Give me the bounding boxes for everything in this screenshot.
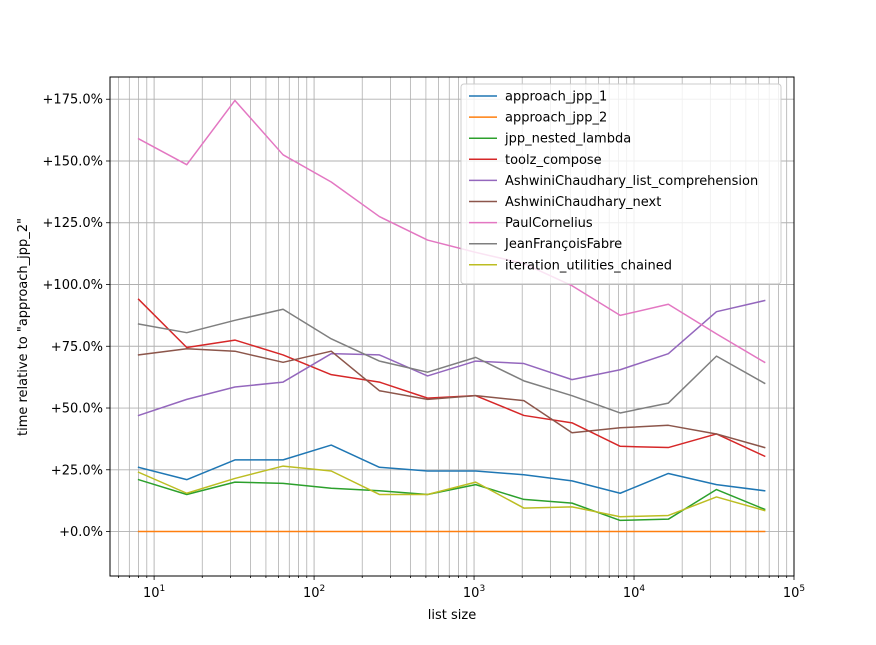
x-tick-label: 103 xyxy=(463,584,485,601)
legend-entry-label: approach_jpp_1 xyxy=(505,90,607,105)
y-tick-label: +100.0% xyxy=(43,278,103,293)
x-axis-label: list size xyxy=(428,608,476,623)
series-line-iteration-utilities-chained xyxy=(137,465,766,518)
x-tick-label-base: 10 xyxy=(143,586,160,601)
legend-entry-label: AshwiniChaudhary_next xyxy=(505,195,661,210)
y-tick-label: +150.0% xyxy=(43,154,103,169)
series-lines xyxy=(137,99,766,533)
x-tick-label-exponent: 2 xyxy=(319,584,325,594)
x-tick-label-exponent: 1 xyxy=(160,584,166,594)
x-tick-label-exponent: 5 xyxy=(799,584,805,594)
y-tick-label: +75.0% xyxy=(51,340,103,355)
x-tick-label-base: 10 xyxy=(623,586,640,601)
x-tick-label-base: 10 xyxy=(303,586,320,601)
y-axis-ticks: +0.0% +25.0% +50.0% +75.0% +100.0% +125.0% +15… xyxy=(43,93,110,540)
plot-frame xyxy=(109,76,795,577)
y-tick-label: +25.0% xyxy=(51,463,103,478)
x-tick-label-base: 10 xyxy=(463,586,480,601)
series-line-jpp-nested-lambda xyxy=(137,478,766,522)
x-tick-label: 101 xyxy=(143,584,165,601)
legend-entry-label: JeanFrançoisFabre xyxy=(504,237,622,252)
y-axis-label: time relative to "approach_jpp_2" xyxy=(16,218,31,436)
x-tick-label-base: 10 xyxy=(783,586,800,601)
series-line-ashwinichaudhary-next xyxy=(137,347,766,449)
series-line-ashwinichaudhary-list-comprehension xyxy=(137,299,766,417)
x-tick-label: 104 xyxy=(623,584,646,601)
legend-entry-label: AshwiniChaudhary_list_comprehension xyxy=(505,174,758,189)
y-tick-label: +0.0% xyxy=(59,525,103,540)
legend-entry-label: approach_jpp_2 xyxy=(505,111,607,126)
legend-entry-label: iteration_utilities_chained xyxy=(505,258,672,273)
x-tick-label-exponent: 4 xyxy=(639,584,645,594)
legend: approach_jpp_1 approach_jpp_2 jpp_nested_l… xyxy=(460,83,782,285)
series-line-approach-jpp-1 xyxy=(137,444,766,494)
legend-entry-label: PaulCornelius xyxy=(505,216,593,231)
x-tick-label: 102 xyxy=(303,584,325,601)
legend-entry-label: jpp_nested_lambda xyxy=(504,132,631,147)
series-line-paulcornelius xyxy=(137,99,766,364)
y-tick-label: +125.0% xyxy=(43,216,103,231)
y-tick-label: +175.0% xyxy=(43,93,103,108)
legend-box xyxy=(460,83,782,285)
y-tick-label: +50.0% xyxy=(51,402,103,417)
x-axis-ticks: 101 102 103 104 105 xyxy=(118,576,805,601)
legend-entry-label: toolz_compose xyxy=(505,153,602,168)
x-tick-label-exponent: 3 xyxy=(479,584,485,594)
series-line-jeanfran-oisfabre xyxy=(137,308,766,414)
x-tick-label: 105 xyxy=(783,584,805,601)
